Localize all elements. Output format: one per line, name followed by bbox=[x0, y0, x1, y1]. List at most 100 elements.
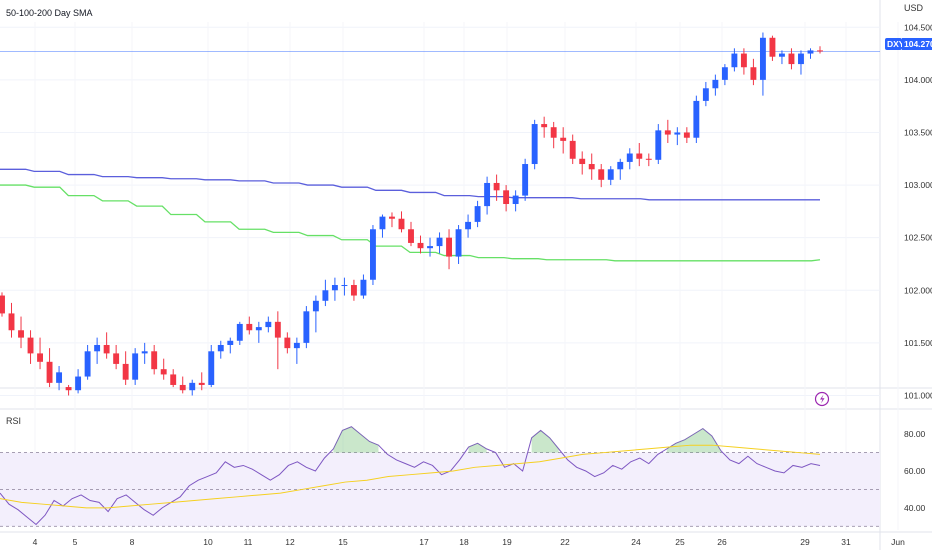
candle bbox=[151, 344, 158, 375]
candle-body bbox=[160, 369, 167, 375]
candle bbox=[484, 176, 491, 215]
candle-body bbox=[322, 290, 329, 301]
candle-body bbox=[636, 153, 643, 159]
candle-body bbox=[788, 53, 795, 65]
time-tick-label: 19 bbox=[502, 537, 512, 547]
candle bbox=[94, 337, 101, 364]
candle-body bbox=[617, 161, 624, 170]
candle bbox=[160, 358, 167, 380]
candle-body bbox=[522, 164, 529, 196]
candle bbox=[312, 295, 319, 333]
candle bbox=[512, 190, 519, 212]
rsi-line bbox=[0, 426, 821, 526]
rsi-lines bbox=[0, 426, 821, 526]
candle bbox=[493, 174, 500, 201]
candle-body bbox=[56, 372, 63, 383]
candle-body bbox=[655, 130, 662, 160]
candle bbox=[132, 348, 139, 385]
candle-body bbox=[8, 313, 15, 331]
candles bbox=[0, 32, 823, 396]
rsi-title: RSI bbox=[6, 416, 21, 426]
candle bbox=[122, 351, 129, 385]
candle-body bbox=[759, 37, 766, 80]
candle-body bbox=[303, 311, 310, 343]
sma-blue-line bbox=[0, 168, 820, 201]
candle bbox=[817, 46, 823, 54]
candle-body bbox=[607, 169, 614, 180]
candle bbox=[56, 366, 63, 391]
candle bbox=[560, 127, 567, 154]
time-tick-label: 29 bbox=[800, 537, 810, 547]
candle bbox=[750, 58, 757, 86]
candle bbox=[331, 277, 338, 301]
candle-body bbox=[350, 285, 357, 296]
candle bbox=[293, 337, 300, 364]
time-tick-label: 18 bbox=[459, 537, 469, 547]
candle-body bbox=[0, 295, 5, 314]
candle bbox=[46, 348, 53, 388]
candle-body bbox=[236, 323, 243, 341]
candle bbox=[350, 279, 357, 301]
candle-body bbox=[817, 50, 823, 52]
candle-body bbox=[465, 221, 472, 230]
rsi-ma-line bbox=[0, 444, 821, 509]
candle-body bbox=[265, 321, 272, 328]
candle-body bbox=[18, 330, 24, 338]
candle bbox=[198, 372, 205, 391]
candle-body bbox=[798, 53, 804, 65]
candle-body bbox=[484, 182, 491, 207]
candle bbox=[474, 200, 481, 228]
candle bbox=[75, 369, 82, 394]
candle bbox=[607, 166, 614, 186]
candle-body bbox=[46, 361, 53, 383]
candle bbox=[113, 344, 120, 370]
candle bbox=[626, 148, 633, 170]
candle-body bbox=[379, 216, 386, 230]
candle-body bbox=[598, 169, 605, 180]
candle-body bbox=[132, 353, 139, 380]
candle-body bbox=[84, 351, 91, 377]
candle bbox=[598, 164, 605, 188]
candle-body bbox=[398, 218, 405, 230]
candle-body bbox=[626, 153, 633, 162]
time-tick-label: 5 bbox=[73, 537, 78, 547]
candle bbox=[455, 225, 462, 264]
candle-body bbox=[721, 67, 728, 80]
candle bbox=[141, 342, 148, 364]
candle-body bbox=[731, 53, 738, 68]
candle-body bbox=[408, 229, 414, 243]
candle-body bbox=[37, 353, 43, 362]
candle-body bbox=[588, 164, 595, 170]
candle bbox=[569, 134, 576, 165]
candle-body bbox=[284, 337, 291, 349]
time-tick-label: Jun bbox=[891, 537, 905, 547]
rsi-overbought-fill bbox=[333, 426, 379, 453]
axes: 104.500 104.000 103.500 103.000 102.500 102.0… bbox=[33, 22, 932, 547]
lightning-icon[interactable] bbox=[814, 391, 830, 407]
candle-body bbox=[360, 279, 367, 296]
rsi-background bbox=[0, 452, 880, 527]
candle-body bbox=[341, 285, 348, 287]
candle bbox=[303, 306, 310, 349]
candle bbox=[389, 212, 395, 228]
candle-body bbox=[493, 182, 500, 191]
price-tick-label: 103.000 bbox=[904, 180, 932, 190]
candle-body bbox=[550, 127, 557, 138]
candle-body bbox=[179, 384, 186, 391]
candle-body bbox=[769, 37, 776, 57]
last-price-label: 104.270 bbox=[904, 39, 932, 49]
candle-body bbox=[455, 229, 462, 257]
candle-body bbox=[740, 53, 747, 68]
candle bbox=[236, 321, 243, 345]
price-tick-label: 104.500 bbox=[904, 22, 932, 32]
rsi-tick-label: 40.00 bbox=[904, 503, 926, 513]
candle bbox=[588, 153, 595, 180]
candle-body bbox=[560, 137, 567, 141]
candle bbox=[531, 119, 538, 170]
candle-body bbox=[474, 206, 481, 222]
candle-body bbox=[702, 88, 709, 101]
time-tick-label: 31 bbox=[841, 537, 851, 547]
candle bbox=[664, 119, 671, 143]
time-tick-label: 10 bbox=[203, 537, 213, 547]
